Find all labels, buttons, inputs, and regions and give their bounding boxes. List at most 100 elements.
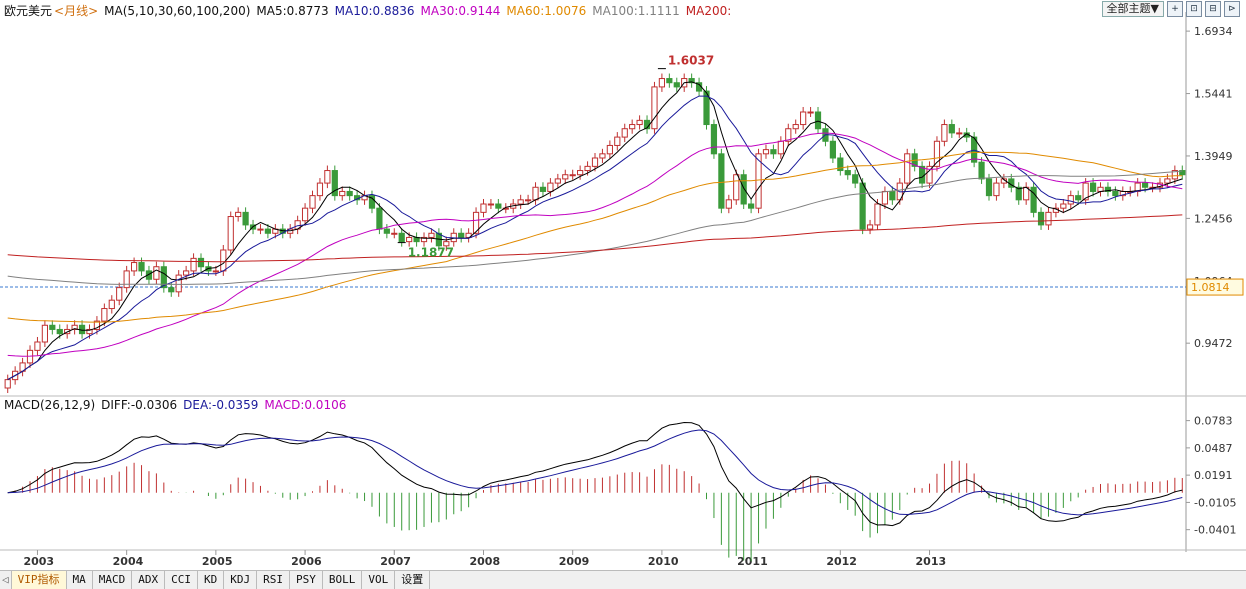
tab-psy[interactable]: PSY <box>290 571 323 589</box>
candle-up <box>881 190 889 205</box>
candle-down <box>168 287 175 293</box>
candle-up <box>71 324 78 330</box>
tab-macd[interactable]: MACD <box>93 571 133 589</box>
period-label[interactable]: <月线> <box>54 4 99 18</box>
candle-down <box>56 328 63 335</box>
candle-down <box>495 203 502 209</box>
ma10-line <box>7 95 1183 381</box>
tab-settings[interactable]: 设置 <box>395 571 431 589</box>
tab-rsi[interactable]: RSI <box>257 571 290 589</box>
candle-down <box>331 170 338 197</box>
tab-kd[interactable]: KD <box>198 571 225 589</box>
candle-down <box>829 140 836 159</box>
candle-up <box>86 328 93 335</box>
candle-up <box>391 232 398 235</box>
x-tick-label: 2010 <box>648 555 679 568</box>
macd-title[interactable]: MACD(26,12,9) <box>4 398 96 412</box>
candle-down <box>376 207 383 230</box>
candle-up <box>1171 170 1178 180</box>
candle-down <box>1112 190 1119 197</box>
price-y-tick-label: 1.5441 <box>1194 88 1233 101</box>
candle-up <box>733 174 740 201</box>
macd-macd-value: MACD:0.0106 <box>264 398 347 412</box>
ma-settings[interactable]: MA(5,10,30,60,100,200) <box>104 4 251 18</box>
tab-cci[interactable]: CCI <box>165 571 198 589</box>
candle-up <box>591 157 599 167</box>
candle-down <box>138 262 145 272</box>
candle-up <box>755 153 762 209</box>
candle-up <box>93 320 101 330</box>
candle-down <box>458 232 465 238</box>
candle-up <box>636 119 643 126</box>
macd-y-tick-label: 0.0783 <box>1194 415 1233 428</box>
x-tick-label: 2006 <box>291 555 322 568</box>
add-indicator-icon[interactable]: + <box>1167 1 1183 17</box>
candle-up <box>1060 203 1067 209</box>
tab-scroll-left[interactable]: ◁ <box>0 571 12 589</box>
candle-up <box>606 144 613 155</box>
x-tick-label: 2008 <box>469 555 500 568</box>
candle-down <box>398 232 405 243</box>
candle-up <box>175 274 182 293</box>
candle-down <box>814 111 822 130</box>
candle-down <box>948 124 955 134</box>
candle-down <box>770 149 777 155</box>
candle-up <box>621 128 628 138</box>
macd-diff-line <box>7 421 1183 527</box>
candle-up <box>420 236 428 243</box>
ma30-value: MA30:0.9144 <box>420 4 501 18</box>
candle-up <box>428 232 435 238</box>
candle-up <box>1045 211 1052 226</box>
x-tick-label: 2012 <box>826 555 857 568</box>
tab-boll[interactable]: BOLL <box>323 571 363 589</box>
ma10-value: MA10:0.8836 <box>334 4 415 18</box>
candle-down <box>852 174 859 184</box>
candle-up <box>301 207 309 222</box>
symbol-name: 欧元美元 <box>4 4 53 18</box>
candle-down <box>666 78 673 84</box>
ma60-value: MA60:1.0076 <box>506 4 587 18</box>
candle-up <box>792 124 799 130</box>
high-annotation: 1.6037 <box>668 54 714 68</box>
tab-vip[interactable]: VIP指标 <box>11 571 67 589</box>
candle-down <box>978 161 985 180</box>
candle-up <box>235 211 242 218</box>
x-tick-label: 2003 <box>23 555 54 568</box>
candle-down <box>1179 170 1186 176</box>
candle-up <box>1164 178 1171 184</box>
candle-down <box>710 124 718 155</box>
candle-up <box>777 140 784 155</box>
candle-up <box>406 236 413 243</box>
x-tick-label: 2013 <box>916 555 947 568</box>
candle-down <box>718 153 725 209</box>
x-tick-label: 2004 <box>113 555 144 568</box>
tab-vol[interactable]: VOL <box>362 571 396 589</box>
layout-icon[interactable]: ⊡ <box>1186 1 1202 17</box>
candle-down <box>346 190 353 197</box>
ma200-value: MA200: <box>685 4 732 18</box>
candle-up <box>651 86 658 130</box>
candle-up <box>324 170 331 184</box>
candle-up <box>926 165 933 184</box>
candle-up <box>933 140 941 167</box>
theme-select[interactable]: 全部主题▼ <box>1101 1 1164 17</box>
candle-down <box>918 165 926 184</box>
tab-ma[interactable]: MA <box>67 571 93 589</box>
ma5-line <box>7 81 1183 381</box>
candle-down <box>264 228 272 234</box>
candle-down <box>985 178 993 197</box>
forward-icon[interactable]: ⊳ <box>1224 1 1240 17</box>
tab-adx[interactable]: ADX <box>132 571 166 589</box>
low-annotation: 1.1877 <box>408 246 454 260</box>
candle-up <box>547 182 554 192</box>
chart-canvas: 1.69341.54411.39491.24561.09640.94720.07… <box>0 12 1246 568</box>
split-view-icon[interactable]: ⊟ <box>1205 1 1221 17</box>
macd-y-tick-label: -0.0105 <box>1194 496 1236 509</box>
tab-kdj[interactable]: KDJ <box>224 571 258 589</box>
candle-up <box>993 182 1000 197</box>
candle-down <box>673 82 680 88</box>
candle-up <box>762 149 770 155</box>
candle-up <box>577 170 584 176</box>
candle-up <box>41 324 48 343</box>
candle-down <box>1089 182 1097 192</box>
